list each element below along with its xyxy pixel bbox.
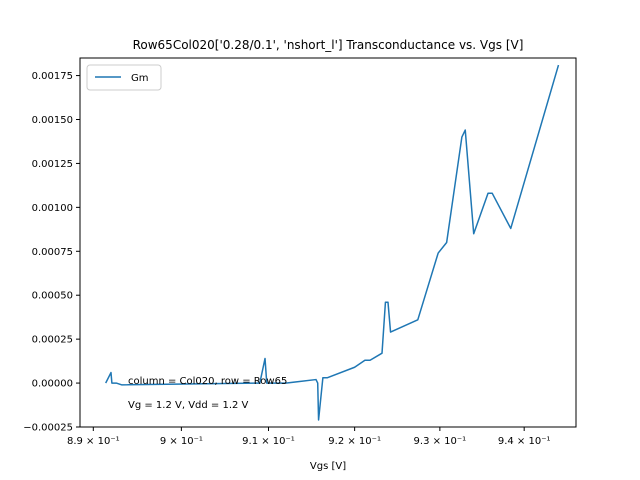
chart-title: Row65Col020['0.28/0.1', 'nshort_l'] Tran… [133,38,524,52]
x-tick-label: 9.4 × 10⁻¹ [498,436,551,447]
y-axis-ticks: −0.00025 0.00000 0.00025 0.00050 0.00075 0.00… [23,71,80,434]
y-tick-label: 0.00150 [32,115,73,126]
x-tick-label: 9 × 10⁻¹ [160,436,203,447]
x-tick-label: 9.2 × 10⁻¹ [328,436,381,447]
axes-frame [79,57,577,428]
x-axis-ticks: 8.9 × 10⁻¹ 9 × 10⁻¹ 9.1 × 10⁻¹ 9.2 × 10⁻¹ 9.… [67,427,551,447]
legend-box [86,64,162,91]
y-tick-label: 0.00075 [32,247,73,258]
x-tick-label: 9.1 × 10⁻¹ [242,436,295,447]
x-axis-label: Vgs [V] [310,461,346,472]
y-tick-label: 0.00175 [32,71,73,82]
y-tick-label: 0.00125 [32,159,73,170]
y-tick-label: −0.00025 [23,423,73,434]
y-tick-label: 0.00100 [32,203,73,214]
y-tick-label: 0.00025 [32,335,73,346]
annotation-text: column = Col020, row = Row65 [128,376,287,387]
x-tick-label: 8.9 × 10⁻¹ [67,436,120,447]
annotations: column = Col020, row = Row65 Vg = 1.2 V, … [128,376,287,411]
legend: Gm [86,64,162,91]
annotation-text: Vg = 1.2 V, Vdd = 1.2 V [128,400,249,411]
series-layer [105,64,560,421]
legend-label-gm: Gm [131,73,149,84]
series-line-gm [105,64,560,421]
y-tick-label: 0.00000 [32,379,73,390]
y-tick-label: 0.00050 [32,291,73,302]
x-tick-label: 9.3 × 10⁻¹ [414,436,467,447]
